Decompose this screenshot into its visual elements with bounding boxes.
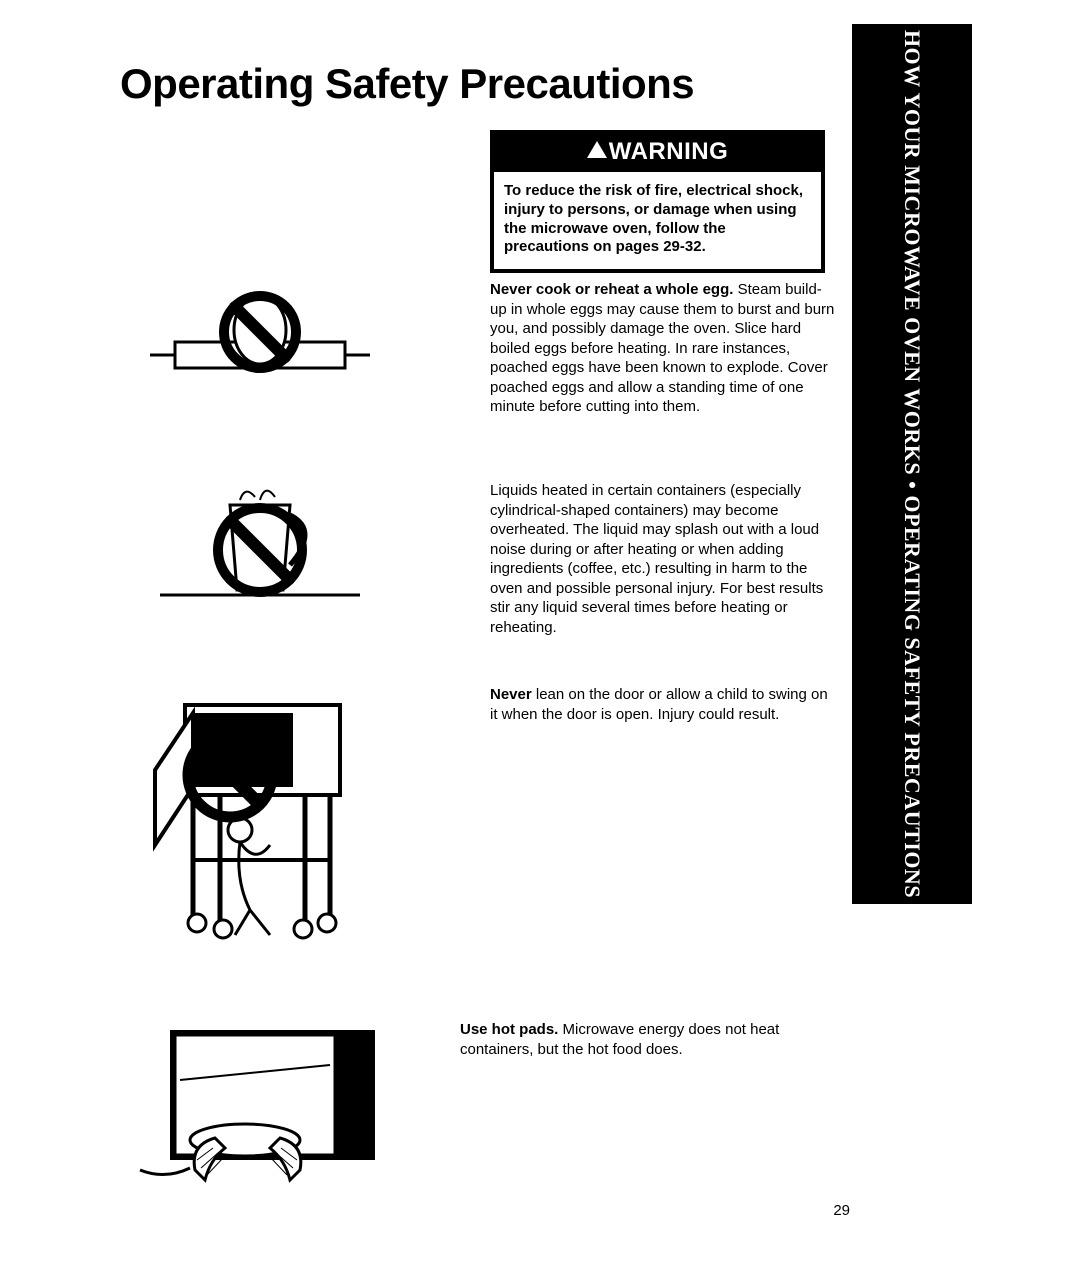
body-text: Steam build-up in whole eggs may cause t… [490, 281, 834, 415]
bold-lead: Never [490, 686, 532, 703]
precaution-row-door: Never lean on the door or allow a child … [120, 685, 835, 955]
no-egg-icon [120, 280, 400, 400]
warning-header: WARNING [494, 134, 821, 172]
content-area: Operating Safety Precautions [120, 60, 820, 138]
precaution-row-liquid: Liquids heated in certain containers (es… [120, 475, 835, 637]
precaution-row-egg: Never cook or reheat a whole egg. Steam … [120, 280, 835, 417]
precaution-text-egg: Never cook or reheat a whole egg. Steam … [490, 280, 835, 417]
no-lean-door-icon [120, 685, 400, 955]
bold-lead: Never cook or reheat a whole egg. [490, 281, 733, 298]
no-cup-icon [120, 475, 400, 625]
precaution-text-hotpads: Use hot pads. Microwave energy does not … [460, 1020, 805, 1059]
warning-header-text: WARNING [609, 138, 729, 165]
warning-box: WARNING To reduce the risk of fire, elec… [490, 130, 825, 273]
warning-triangle-icon [587, 141, 607, 158]
hot-pads-icon [120, 1020, 400, 1190]
side-tab-text: HOW YOUR MICROWAVE OVEN WORKS • OPERATIN… [899, 30, 925, 898]
precaution-text-door: Never lean on the door or allow a child … [490, 685, 835, 724]
body-text: lean on the door or allow a child to swi… [490, 686, 828, 723]
warning-body: To reduce the risk of fire, electrical s… [494, 172, 821, 269]
precaution-text-liquid: Liquids heated in certain containers (es… [490, 481, 835, 637]
bold-lead: Use hot pads. [460, 1021, 558, 1038]
side-tab: HOW YOUR MICROWAVE OVEN WORKS • OPERATIN… [852, 24, 972, 904]
body-text: Liquids heated in certain containers (es… [490, 482, 823, 636]
page-title: Operating Safety Precautions [120, 60, 820, 108]
page-number: 29 [833, 1202, 850, 1219]
precaution-row-hotpads: Use hot pads. Microwave energy does not … [120, 1020, 805, 1190]
